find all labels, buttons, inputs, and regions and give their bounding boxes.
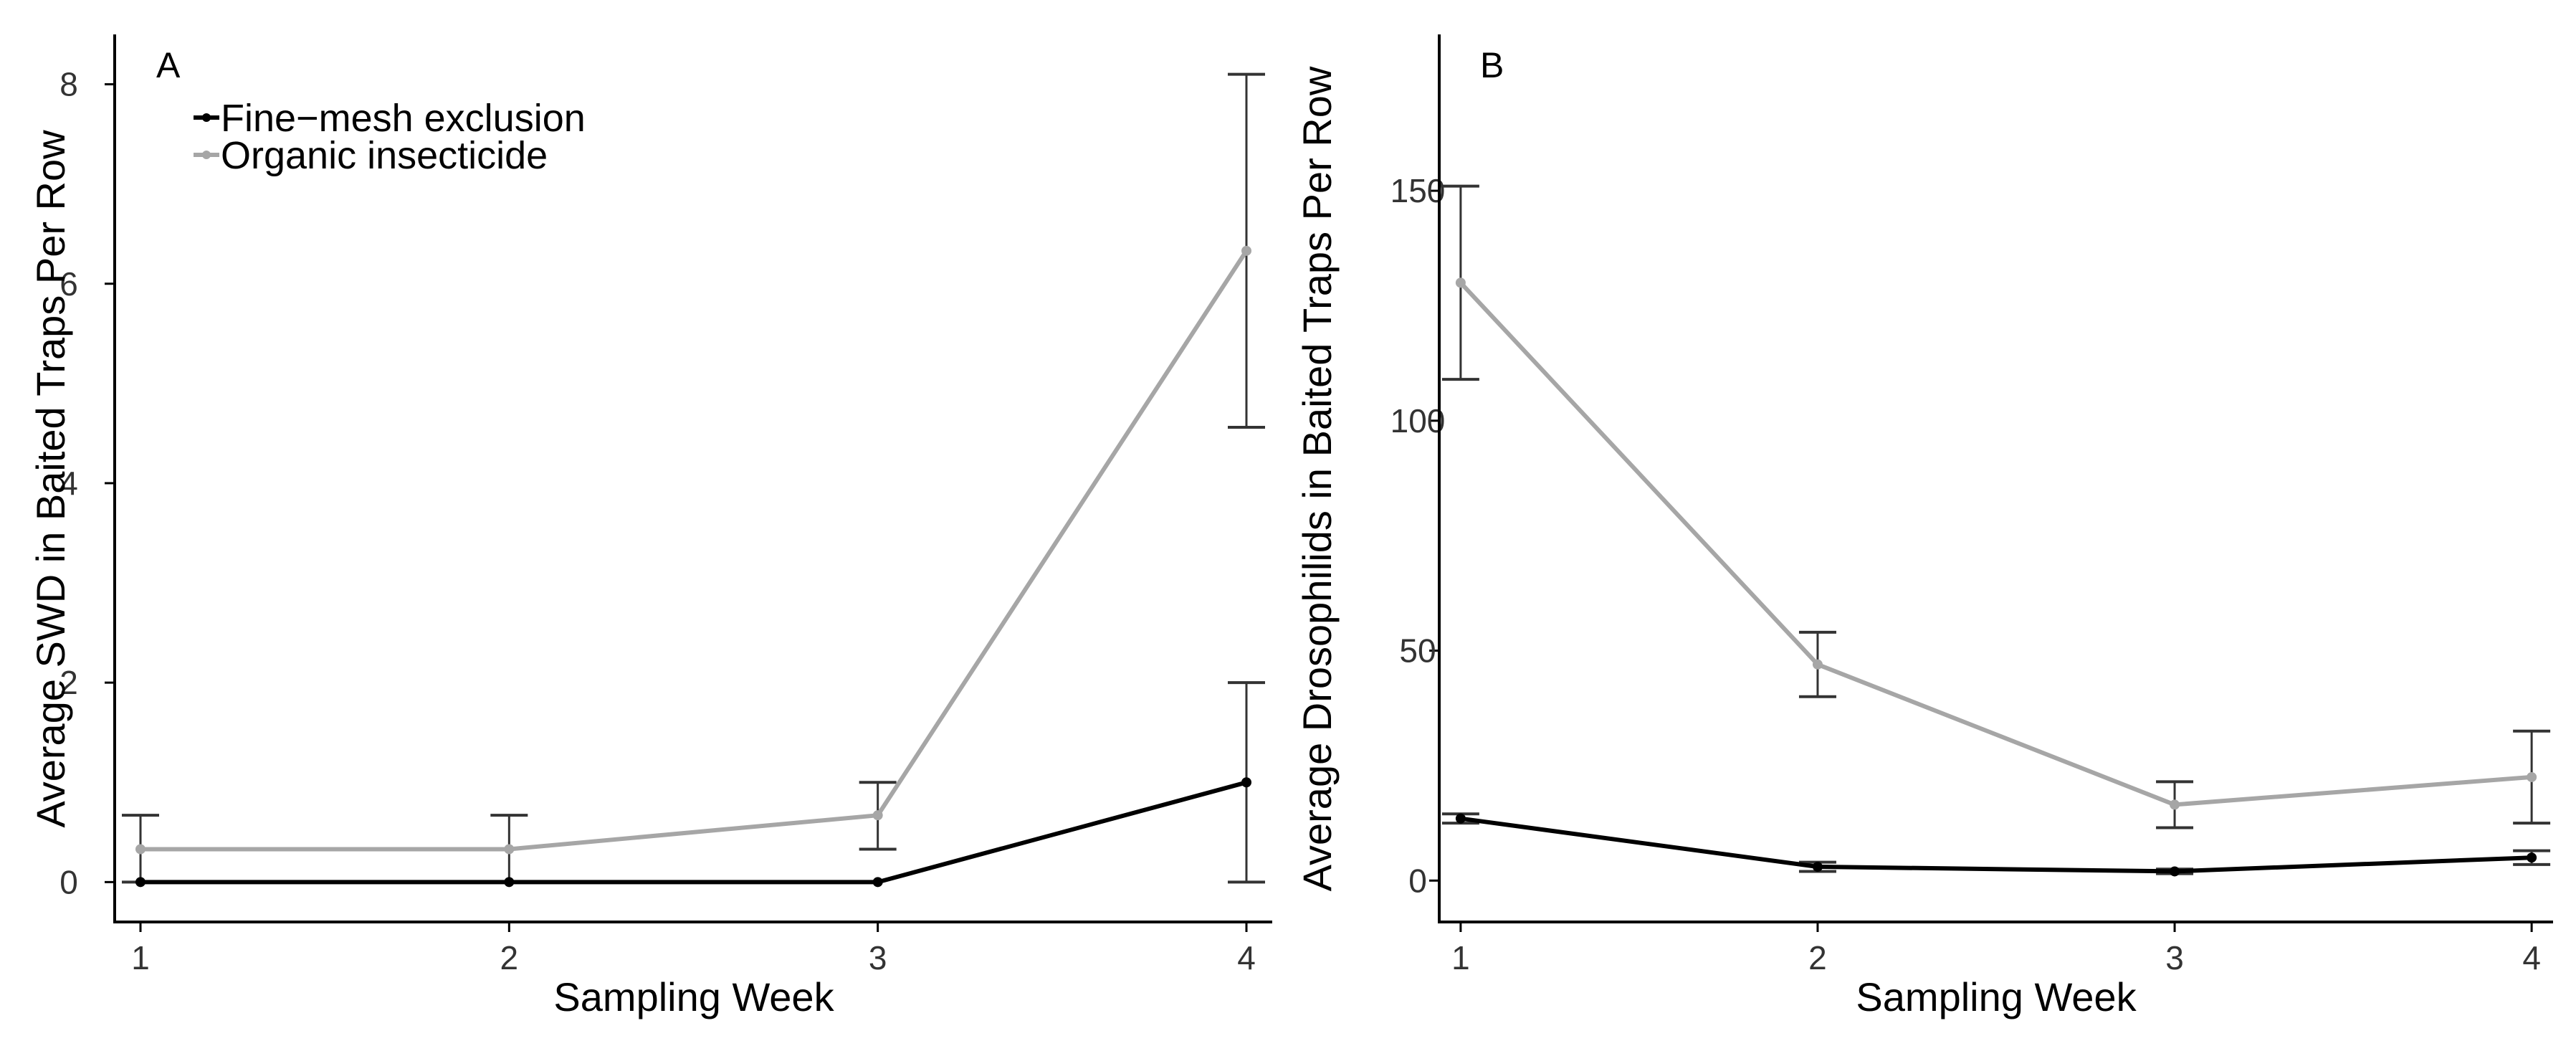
panel-b: B 0 50 100 150 1 2 3 4 Sampling Week Average D… (1294, 34, 2553, 1019)
panel-b-x-ticks: 1 2 3 4 (1451, 922, 2541, 976)
panel-b-x-tick-label: 4 (2522, 939, 2541, 976)
panel-a-x-axis-title: Sampling Week (553, 974, 834, 1019)
panel-a-x-tick-label: 1 (131, 939, 150, 976)
panel-a-y-axis-title: Average SWD in Baited Traps Per Row (28, 130, 73, 828)
panel-a-y-ticks: 0 2 4 6 8 (59, 66, 115, 900)
panel-b-x-tick-label: 2 (1808, 939, 1827, 976)
panel-a-plot-area (122, 72, 1265, 888)
panel-b-x-tick-label: 1 (1451, 939, 1470, 976)
panel-a-fine-mesh-point (872, 877, 883, 888)
panel-b-y-ticks: 0 50 100 150 (1390, 172, 1446, 899)
panel-b-fine-mesh-line (1460, 816, 2532, 874)
panel-a-fine-mesh-line (140, 780, 1247, 885)
panel-b-y-tick-label: 100 (1390, 402, 1446, 439)
panel-b-fine-mesh-point (1455, 813, 1466, 824)
legend: Fine−mesh exclusion Organic insecticide (194, 97, 586, 177)
panel-b-organic-point (1812, 659, 1823, 670)
panel-b-y-tick-label: 50 (1399, 632, 1436, 670)
panel-b-organic-line (1459, 281, 2532, 807)
legend-item-fine-mesh: Fine−mesh exclusion (194, 97, 586, 140)
legend-label-fine-mesh: Fine−mesh exclusion (221, 97, 586, 140)
panel-a: A 0 2 4 6 8 1 2 3 4 Sampling Week Average SWD i… (28, 34, 1272, 1019)
panel-a-y-tick-label: 0 (59, 863, 78, 900)
panel-a-y-tick-label: 6 (59, 265, 78, 303)
panel-a-fine-mesh-point (504, 877, 515, 888)
panel-a-x-tick-label: 2 (500, 939, 519, 976)
panel-a-organic-point (504, 844, 515, 855)
panel-b-y-tick-label: 150 (1390, 172, 1446, 209)
panel-a-organic-point (135, 844, 146, 855)
panel-a-x-ticks: 1 2 3 4 (131, 922, 1256, 976)
panel-a-organic-point (872, 810, 883, 821)
legend-marker-fine-mesh (202, 113, 211, 122)
panel-a-y-tick-label: 8 (59, 66, 78, 103)
panel-a-x-tick-label: 3 (869, 939, 887, 976)
panel-b-organic-point (2170, 799, 2180, 810)
panel-b-organic-point (2527, 771, 2537, 782)
panel-a-fine-mesh-point (135, 877, 146, 888)
legend-item-organic: Organic insecticide (194, 134, 548, 177)
panel-a-organic-line (140, 249, 1249, 852)
panel-a-label: A (156, 45, 181, 85)
panel-a-y-tick-label: 2 (59, 664, 78, 701)
legend-marker-organic (202, 151, 211, 159)
panel-b-fine-mesh-point (1812, 862, 1823, 873)
panel-b-organic-point (1455, 277, 1466, 288)
panel-b-x-tick-label: 3 (2165, 939, 2184, 976)
panel-b-fine-mesh-point (2527, 852, 2537, 863)
panel-a-fine-mesh-point (1241, 777, 1251, 788)
panel-b-plot-area (1441, 184, 2551, 877)
panel-b-y-tick-label: 0 (1408, 862, 1427, 899)
panel-a-x-tick-label: 4 (1237, 939, 1256, 976)
panel-a-organic-point (1241, 245, 1251, 256)
panel-b-x-axis-title: Sampling Week (1856, 974, 2137, 1019)
panel-a-y-tick-label: 4 (59, 465, 78, 502)
legend-label-organic: Organic insecticide (221, 134, 548, 177)
panel-b-y-axis-title: Average Drosophilids in Baited Traps Per… (1294, 66, 1340, 891)
panel-b-label: B (1480, 45, 1504, 85)
panel-b-fine-mesh-point (2170, 866, 2180, 877)
